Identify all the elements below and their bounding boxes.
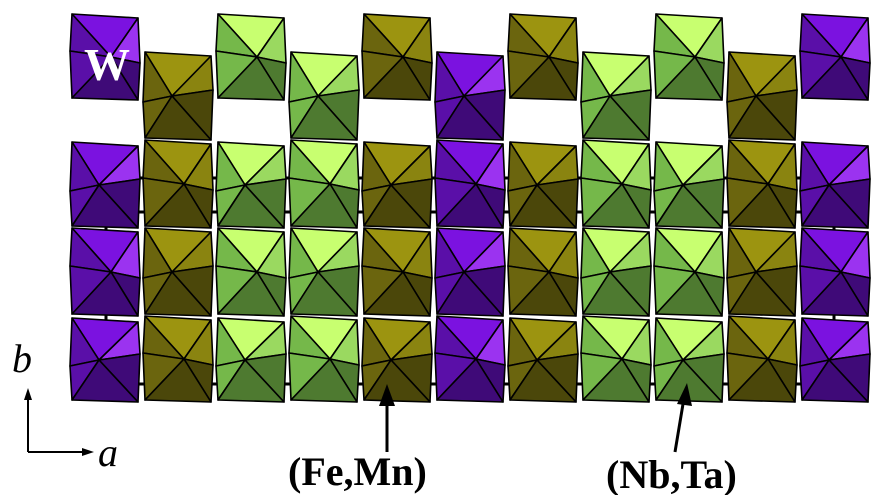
- nb-ta-site-label: (Nb,Ta): [606, 452, 737, 495]
- octahedra-layer: [70, 14, 870, 402]
- axis-b-label: b: [12, 336, 32, 381]
- axis-b-arrowhead: [24, 388, 32, 400]
- axis-a-arrowhead: [82, 448, 94, 456]
- w-site-label: W: [84, 39, 130, 90]
- fe-mn-site-label: (Fe,Mn): [288, 449, 427, 494]
- axis-a-label: a: [98, 430, 118, 475]
